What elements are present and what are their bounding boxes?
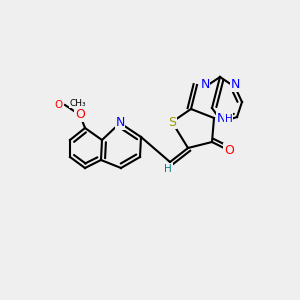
- Text: N: N: [230, 79, 240, 92]
- Text: O: O: [75, 109, 85, 122]
- Text: S: S: [168, 116, 176, 128]
- Text: N: N: [115, 116, 125, 130]
- Text: N: N: [217, 112, 226, 124]
- Text: H: H: [225, 114, 233, 124]
- Text: CH₃: CH₃: [70, 98, 87, 107]
- Text: H: H: [164, 164, 172, 174]
- Text: N: N: [200, 79, 210, 92]
- Text: O: O: [224, 143, 234, 157]
- Text: O: O: [55, 100, 63, 110]
